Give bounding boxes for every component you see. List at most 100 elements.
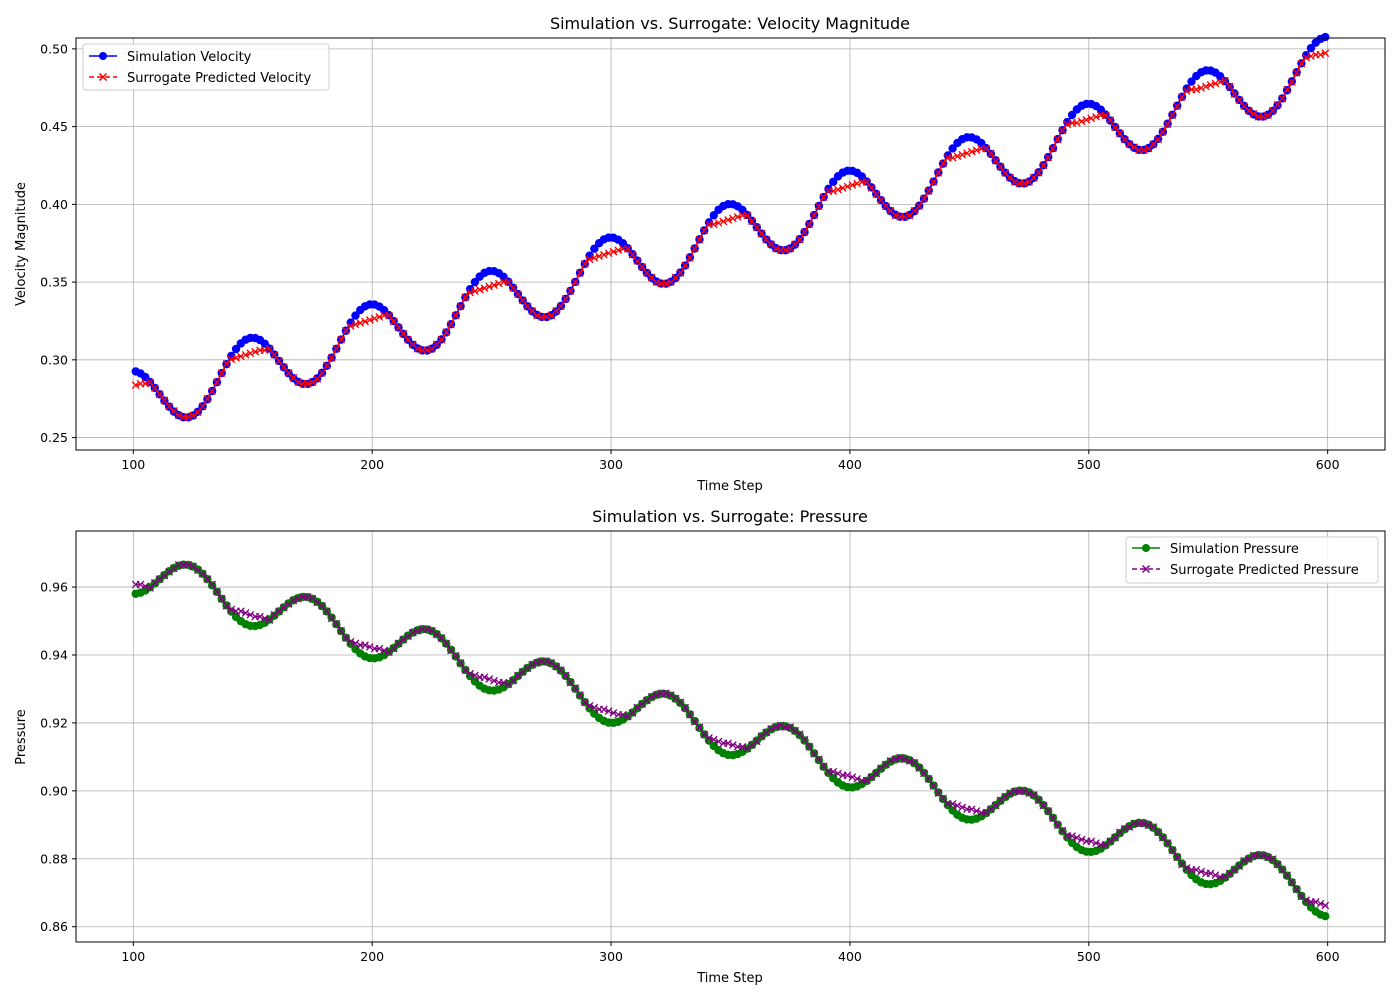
surrogate-point <box>1077 835 1086 844</box>
surrogate-point <box>365 316 374 324</box>
surrogate-point <box>394 639 403 648</box>
surrogate-point <box>862 178 871 186</box>
surrogate-point <box>1010 178 1019 186</box>
surrogate-point <box>265 344 274 353</box>
velocity-ticks: 100 200 300 400 500 600 0.25 0.30 0.35 0.40 0.45 0.… <box>40 41 1339 472</box>
surrogate-point <box>413 344 422 353</box>
x-tick-label: 200 <box>360 457 384 472</box>
surrogate-point <box>1316 50 1325 59</box>
surrogate-point <box>361 641 369 649</box>
surrogate-point <box>1068 832 1076 840</box>
surrogate-point <box>604 249 613 258</box>
surrogate-point <box>514 290 522 299</box>
surrogate-point <box>1039 161 1048 170</box>
surrogate-point <box>533 659 541 667</box>
surrogate-point <box>284 600 293 608</box>
surrogate-point <box>862 776 871 785</box>
surrogate-point <box>1283 85 1291 94</box>
surrogate-point <box>1316 899 1325 908</box>
velocity-legend-sur-label: Surrogate Predicted Velocity <box>127 71 312 86</box>
surrogate-point <box>800 228 809 236</box>
surrogate-point <box>948 799 957 808</box>
surrogate-point <box>619 710 627 719</box>
simulation-point <box>1187 77 1196 86</box>
surrogate-point <box>829 767 838 776</box>
surrogate-point <box>485 282 494 291</box>
surrogate-point <box>877 764 885 773</box>
surrogate-series-line <box>135 564 1328 907</box>
y-tick-label: 0.88 <box>40 851 68 866</box>
surrogate-point <box>1206 81 1215 89</box>
simulation-point <box>231 344 241 354</box>
surrogate-point <box>819 193 828 202</box>
surrogate-point <box>275 357 283 365</box>
velocity-chart: Simulation vs. Surrogate: Velocity Magni… <box>14 14 1386 494</box>
surrogate-point <box>490 676 498 685</box>
surrogate-point <box>1034 169 1043 177</box>
velocity-legend-sur-marker <box>98 72 108 82</box>
surrogate-point <box>972 146 981 155</box>
pressure-chart: Simulation vs. Surrogate: Pressure Time … <box>14 507 1386 986</box>
simulation-point <box>590 244 599 253</box>
surrogate-point <box>1087 114 1096 123</box>
velocity-legend-sim-label: Simulation Velocity <box>127 50 252 65</box>
surrogate-point <box>881 760 890 769</box>
surrogate-point <box>609 709 618 717</box>
surrogate-point <box>1297 892 1306 901</box>
velocity-plot-area <box>131 32 1330 422</box>
surrogate-point <box>399 329 408 338</box>
surrogate-point <box>313 375 322 383</box>
surrogate-point <box>853 179 861 188</box>
surrogate-point <box>1192 865 1201 874</box>
surrogate-point <box>442 328 451 336</box>
y-tick-label: 0.30 <box>40 352 68 367</box>
surrogate-point <box>279 603 288 612</box>
surrogate-point <box>370 314 379 323</box>
surrogate-point <box>1235 96 1244 105</box>
simulation-series-line <box>135 563 1328 918</box>
simulation-point <box>824 184 833 194</box>
x-tick-label: 300 <box>599 457 623 472</box>
surrogate-point <box>1106 837 1115 846</box>
surrogate-point <box>346 322 355 330</box>
surrogate-point <box>1192 85 1201 94</box>
surrogate-point <box>1178 860 1186 869</box>
surrogate-point <box>394 323 403 332</box>
surrogate-point <box>504 680 513 689</box>
surrogate-point <box>466 669 474 678</box>
surrogate-point <box>595 252 603 261</box>
surrogate-point <box>1182 864 1191 872</box>
y-tick-label: 0.50 <box>40 41 68 56</box>
simulation-series-line <box>135 36 1328 419</box>
surrogate-point <box>1302 53 1311 62</box>
surrogate-point <box>490 281 498 289</box>
surrogate-point <box>714 737 723 746</box>
surrogate-point <box>1216 78 1225 86</box>
pressure-grid <box>76 531 1385 942</box>
surrogate-point <box>1173 853 1182 862</box>
surrogate-point <box>1073 833 1081 842</box>
surrogate-point <box>738 742 747 751</box>
surrogate-point <box>1163 120 1172 129</box>
surrogate-point <box>805 742 814 751</box>
surrogate-point <box>475 285 484 294</box>
surrogate-point <box>561 671 570 680</box>
surrogate-point <box>308 378 317 386</box>
y-tick-label: 0.90 <box>40 783 68 798</box>
surrogate-point <box>504 278 513 286</box>
surrogate-point <box>509 284 517 292</box>
surrogate-point <box>542 313 551 321</box>
surrogate-point <box>748 217 756 226</box>
velocity-axes-frame <box>75 37 1386 451</box>
surrogate-point <box>327 353 336 362</box>
surrogate-point <box>757 229 766 238</box>
x-tick-label: 600 <box>1316 949 1340 964</box>
surrogate-point <box>318 369 326 377</box>
surrogate-point <box>924 187 933 195</box>
surrogate-point <box>404 632 412 641</box>
surrogate-point <box>193 566 202 575</box>
surrogate-point <box>991 156 1000 165</box>
surrogate-point <box>1302 896 1311 904</box>
surrogate-point <box>1206 869 1215 878</box>
surrogate-point <box>1287 78 1296 86</box>
